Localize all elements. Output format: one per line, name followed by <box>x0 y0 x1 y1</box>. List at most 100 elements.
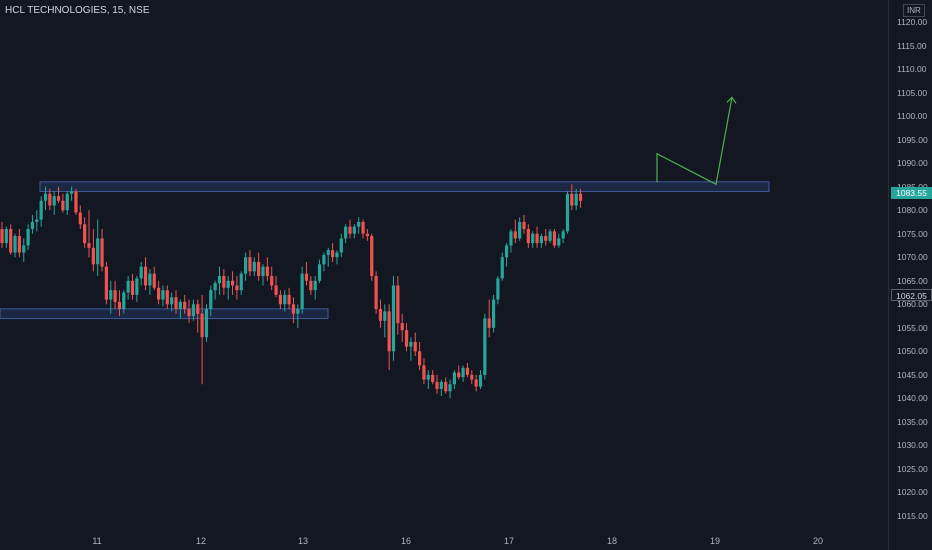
candle <box>396 276 400 335</box>
candle-body <box>244 257 248 274</box>
candle-body <box>304 273 309 281</box>
currency-label[interactable]: INR <box>903 4 925 17</box>
candle-body <box>100 238 104 267</box>
candle <box>109 280 113 314</box>
candle <box>513 219 517 244</box>
price-tick: 1065.00 <box>897 275 928 286</box>
candle-body <box>126 280 130 293</box>
candle-body <box>483 318 487 375</box>
candle-body <box>317 264 322 281</box>
candle-body <box>35 219 39 222</box>
candle-body <box>557 238 561 246</box>
candle <box>331 243 335 262</box>
candle <box>357 217 361 234</box>
candle-body <box>48 193 52 206</box>
price-tick: 1105.00 <box>897 87 928 98</box>
candle <box>65 191 69 215</box>
candle-body <box>230 280 235 286</box>
candle <box>413 332 417 357</box>
candle-body <box>313 280 317 291</box>
candle-body <box>513 231 517 239</box>
candle-body <box>191 304 195 317</box>
candle <box>26 224 30 251</box>
candle-body <box>96 238 100 265</box>
time-tick: 11 <box>92 536 102 546</box>
candle-body <box>52 196 56 206</box>
price-tick: 1020.00 <box>897 487 928 498</box>
candle <box>518 217 522 241</box>
candle-body <box>30 221 35 230</box>
last-price-badge: 1083.55 <box>891 187 932 200</box>
price-tick: 1045.00 <box>897 369 928 380</box>
candle-body <box>78 212 82 225</box>
candle <box>344 224 348 244</box>
candle-body <box>70 191 74 194</box>
candle-body <box>104 266 108 300</box>
candle-body <box>87 243 91 248</box>
candle <box>35 210 39 232</box>
candle-body <box>335 252 339 258</box>
candle <box>274 276 278 298</box>
candle <box>244 252 248 281</box>
candle <box>248 250 252 277</box>
candle-body <box>4 229 8 244</box>
candle-body <box>65 193 69 211</box>
candle <box>548 229 552 244</box>
candle <box>474 374 478 392</box>
price-tick: 1115.00 <box>897 40 927 51</box>
symbol-title[interactable]: HCL TECHNOLOGIES, 15, NSE <box>5 5 150 16</box>
candle-body <box>326 250 330 255</box>
candle-body <box>22 245 26 253</box>
support-zone <box>0 308 329 320</box>
candle <box>87 210 91 258</box>
candle <box>570 184 574 211</box>
candle-body <box>109 290 113 300</box>
candle-body <box>331 250 335 258</box>
candle-body <box>452 372 456 385</box>
candle-body <box>157 287 161 300</box>
candle-body <box>248 257 252 272</box>
candle-body <box>431 374 435 382</box>
candle-body <box>174 297 178 309</box>
candle-body <box>165 290 169 305</box>
candle <box>465 363 470 378</box>
candle-body <box>270 276 274 286</box>
candle <box>418 341 422 371</box>
candle <box>139 261 143 286</box>
price-tick: 1090.00 <box>897 158 928 169</box>
candle <box>383 304 387 338</box>
candle <box>578 189 583 208</box>
candle-body <box>487 318 491 328</box>
candle <box>291 297 296 324</box>
price-tick: 1040.00 <box>897 393 928 404</box>
candle <box>574 189 578 211</box>
candle <box>191 299 195 321</box>
candle <box>78 205 82 230</box>
candle <box>222 269 226 295</box>
price-tick: 1100.00 <box>897 111 928 122</box>
candle-body <box>200 313 204 338</box>
candle <box>457 365 461 380</box>
candle <box>204 304 209 342</box>
zone-layer <box>0 181 770 320</box>
candle <box>461 365 465 382</box>
candle-body <box>122 292 126 309</box>
candle <box>435 374 439 394</box>
candle-body <box>474 379 478 387</box>
candle <box>313 276 317 300</box>
candle-body <box>457 372 461 378</box>
candle-body <box>509 231 513 246</box>
candle <box>422 358 426 385</box>
candle-body <box>56 196 61 201</box>
candle <box>278 290 282 309</box>
candle <box>22 238 26 262</box>
candle <box>409 337 413 361</box>
candle <box>378 299 383 328</box>
candle-body <box>465 367 470 375</box>
candle <box>143 257 148 291</box>
candle-body <box>265 266 269 277</box>
candle <box>187 299 191 324</box>
candle-body <box>130 280 135 295</box>
